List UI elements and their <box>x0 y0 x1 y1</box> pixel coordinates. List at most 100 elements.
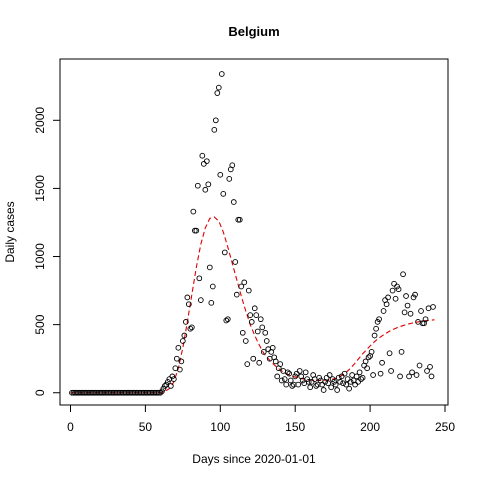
data-point <box>197 297 204 303</box>
y-tick-label: 500 <box>33 314 47 334</box>
x-tick-label: 50 <box>139 420 153 434</box>
chart-title: Belgium <box>228 24 279 39</box>
data-point <box>182 319 189 325</box>
y-tick-label: 1500 <box>33 175 47 202</box>
data-point <box>400 271 406 278</box>
data-point <box>263 338 270 344</box>
data-point <box>184 294 191 301</box>
data-point <box>371 332 378 339</box>
data-point <box>377 370 384 377</box>
data-point <box>174 355 180 362</box>
data-point <box>385 294 391 301</box>
data-point <box>383 301 390 308</box>
data-point <box>214 90 221 96</box>
data-point <box>217 171 224 178</box>
data-point <box>401 309 408 316</box>
data-point <box>181 332 188 339</box>
data-point <box>428 373 435 380</box>
data-point <box>205 181 212 188</box>
data-point <box>364 365 370 372</box>
data-point <box>388 368 394 374</box>
data-point <box>289 383 296 389</box>
data-point <box>302 369 309 376</box>
data-point <box>343 381 349 388</box>
data-point <box>418 308 424 314</box>
data-point <box>365 354 372 361</box>
data-point <box>178 358 185 365</box>
data-point <box>344 376 351 382</box>
data-point <box>277 361 284 367</box>
data-point <box>305 378 312 385</box>
data-point <box>202 186 209 193</box>
data-point <box>224 316 231 323</box>
data-points-layer <box>69 71 436 396</box>
data-point <box>272 358 279 365</box>
data-point <box>256 359 263 366</box>
data-point <box>223 317 230 324</box>
data-point <box>241 279 248 286</box>
data-point <box>211 126 218 133</box>
data-point <box>389 287 396 294</box>
data-point <box>212 117 219 124</box>
data-point <box>269 344 276 351</box>
x-tick-label: 100 <box>210 420 230 434</box>
data-point <box>353 373 360 380</box>
data-point <box>403 293 409 299</box>
data-point <box>171 376 177 382</box>
data-point <box>193 227 200 234</box>
data-point <box>278 377 285 384</box>
data-point <box>274 373 281 380</box>
plot-frame <box>59 58 449 406</box>
data-point <box>427 364 433 370</box>
data-point <box>287 377 294 384</box>
data-point <box>175 344 182 351</box>
data-point <box>394 283 400 290</box>
data-point <box>409 369 415 376</box>
x-axis-label: Days since 2020-01-01 <box>192 452 316 466</box>
data-point <box>245 287 252 294</box>
data-point <box>238 283 245 290</box>
data-point <box>334 387 340 393</box>
data-point <box>307 384 314 391</box>
data-point <box>250 355 257 362</box>
data-point <box>257 316 264 323</box>
data-point <box>397 373 403 380</box>
data-point <box>259 324 266 331</box>
data-point <box>185 301 192 308</box>
data-point <box>370 372 376 378</box>
data-point <box>332 381 339 388</box>
y-tick-label: 1000 <box>33 243 47 270</box>
x-tick-label: 250 <box>435 420 455 434</box>
data-point <box>295 381 302 388</box>
fit-curve-layer <box>70 216 435 394</box>
data-point <box>247 312 254 318</box>
data-point <box>159 388 165 395</box>
data-point <box>412 291 418 298</box>
data-point <box>430 304 436 310</box>
data-point <box>392 295 399 302</box>
data-point <box>355 378 361 385</box>
data-point <box>325 380 332 387</box>
data-point <box>208 299 215 306</box>
data-point <box>346 385 352 392</box>
data-point <box>283 381 290 388</box>
data-point <box>422 316 429 323</box>
data-point <box>248 319 255 325</box>
data-point <box>410 294 417 301</box>
data-point <box>296 368 303 374</box>
data-point <box>326 372 333 378</box>
data-point <box>226 176 233 182</box>
data-point <box>236 216 243 223</box>
data-point <box>194 182 201 189</box>
data-point <box>253 312 260 318</box>
data-point <box>398 349 405 355</box>
data-point <box>359 374 366 381</box>
data-point <box>340 380 346 387</box>
data-point <box>220 191 227 197</box>
data-point <box>188 324 195 331</box>
data-point <box>416 362 423 369</box>
data-point <box>190 208 197 215</box>
data-point <box>242 338 249 344</box>
data-point <box>284 369 291 376</box>
data-point <box>376 316 382 323</box>
